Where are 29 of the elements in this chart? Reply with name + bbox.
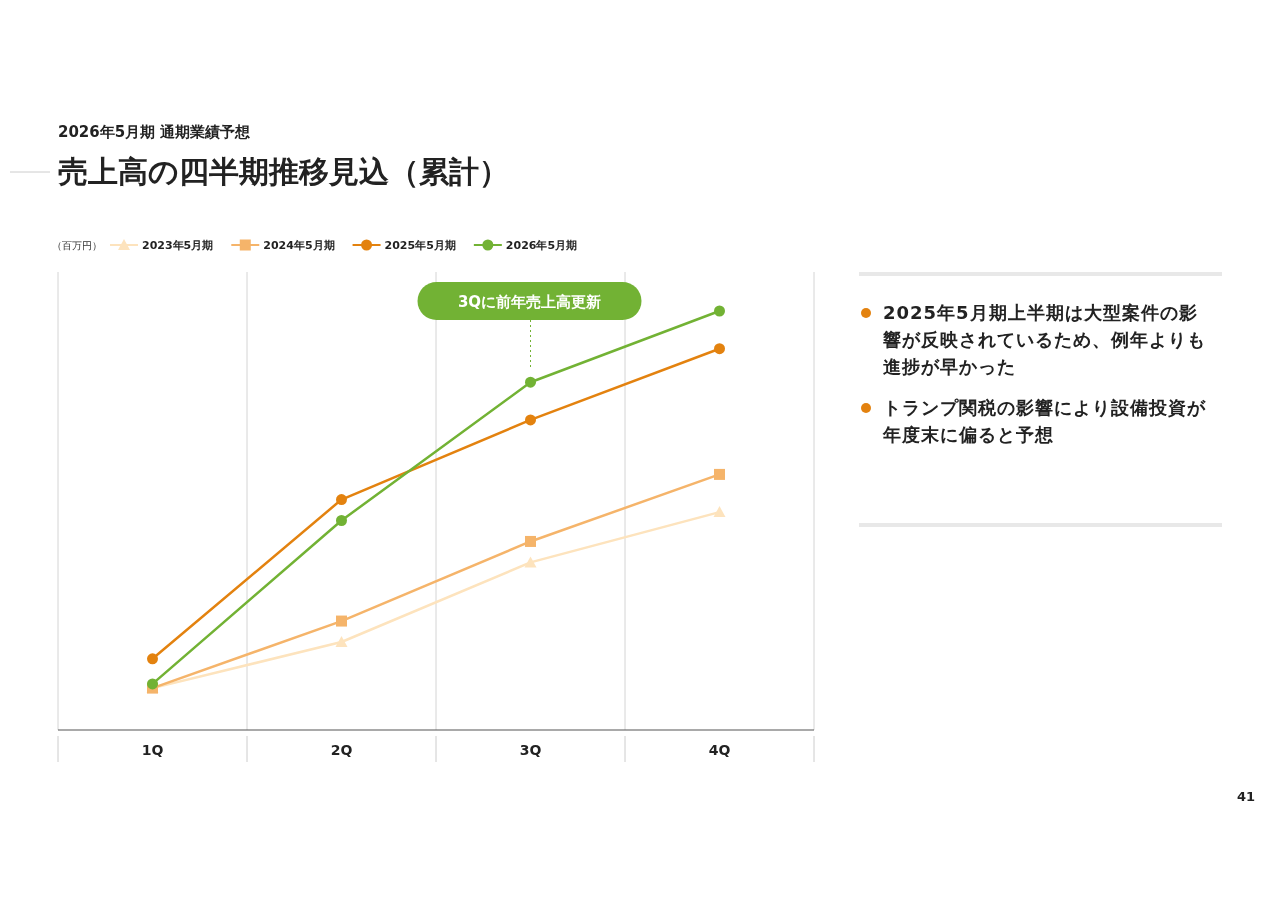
legend-label: 2023年5月期 bbox=[142, 239, 214, 252]
point bbox=[524, 556, 537, 568]
x-tick-label: 3Q bbox=[519, 742, 542, 758]
point bbox=[147, 653, 158, 665]
point bbox=[525, 535, 536, 547]
point bbox=[714, 343, 725, 355]
point bbox=[714, 468, 725, 480]
legend-label: 2026年5月期 bbox=[505, 239, 578, 252]
x-tick-label: 4Q bbox=[708, 742, 731, 758]
x-tick-label: 2Q bbox=[330, 742, 353, 758]
text: 2025年5月期上半期は大型案件の影響が反映されているため、例年よりも進捗が早かった bbox=[883, 301, 1207, 379]
point bbox=[335, 636, 348, 648]
text: （百万円） bbox=[52, 240, 102, 251]
point bbox=[336, 615, 347, 627]
text: トランプ関税の影響により設備投資が年度末に偏ると予想 bbox=[883, 396, 1207, 447]
chart-subtitle: 2026年5月期 通期業績予想 bbox=[58, 123, 252, 141]
point bbox=[713, 506, 726, 518]
point bbox=[147, 678, 158, 690]
legend-label: 2025年5月期 bbox=[384, 239, 456, 252]
point bbox=[525, 414, 536, 426]
point bbox=[525, 376, 536, 388]
annotation: 3Qに前年売上高更新 bbox=[457, 293, 602, 311]
legend-label: 2024年5月期 bbox=[263, 239, 335, 252]
text: 41 bbox=[1236, 789, 1255, 804]
point bbox=[336, 494, 347, 506]
x-tick-label: 1Q bbox=[141, 742, 164, 758]
point bbox=[336, 515, 347, 526]
chart-title: 売上高の四半期推移見込（累計） bbox=[58, 154, 509, 189]
point bbox=[714, 305, 725, 317]
